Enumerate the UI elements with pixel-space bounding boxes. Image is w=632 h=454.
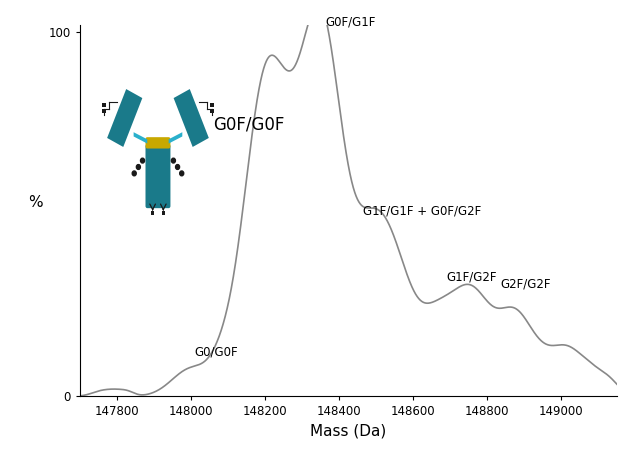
Y-axis label: %: %	[28, 196, 42, 211]
X-axis label: Mass (Da): Mass (Da)	[310, 424, 387, 439]
Text: G1F/G1F + G0F/G2F: G1F/G1F + G0F/G2F	[363, 205, 482, 218]
Text: G0F/G1F: G0F/G1F	[325, 15, 375, 28]
Text: G0/G0F: G0/G0F	[194, 345, 238, 358]
Text: G1F/G2F: G1F/G2F	[447, 271, 497, 283]
Text: G0F/G0F: G0F/G0F	[214, 116, 285, 134]
Text: G2F/G2F: G2F/G2F	[501, 278, 551, 291]
